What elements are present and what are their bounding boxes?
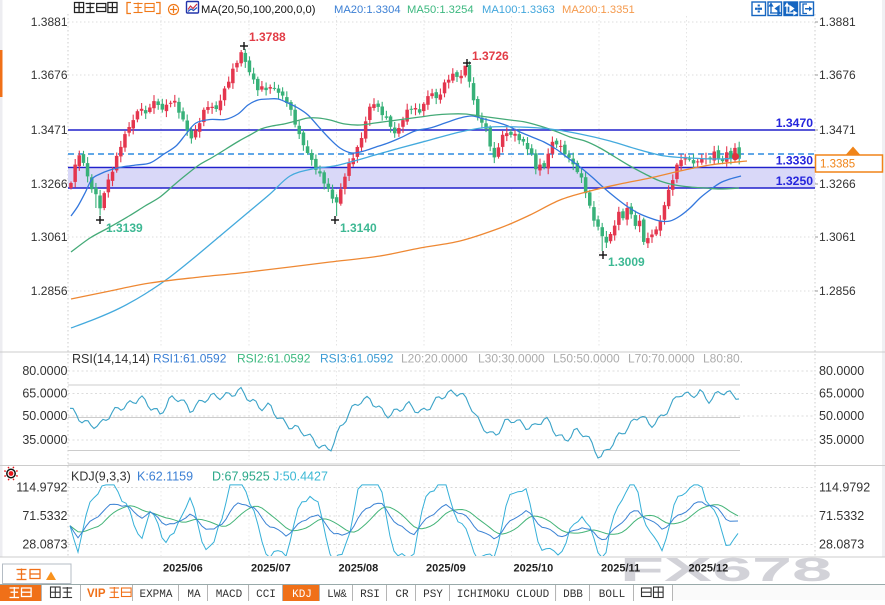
svg-text:KDJ(9,3,3): KDJ(9,3,3) — [71, 470, 131, 484]
svg-text:ICHIMOKU CLOUD: ICHIMOKU CLOUD — [457, 589, 550, 601]
svg-text:50.0000: 50.0000 — [819, 409, 864, 423]
svg-text:1.3330: 1.3330 — [776, 154, 813, 168]
svg-text:KDJ: KDJ — [292, 589, 312, 601]
svg-text:MA(20,50,100,200,0,0): MA(20,50,100,200,0,0) — [201, 4, 316, 16]
svg-text:114.9792: 114.9792 — [16, 481, 67, 495]
svg-text:MA50:1.3254: MA50:1.3254 — [407, 4, 474, 16]
svg-text:1.3266: 1.3266 — [819, 177, 856, 191]
svg-text:1.3676: 1.3676 — [819, 68, 856, 82]
svg-text:J:50.4427: J:50.4427 — [273, 470, 328, 484]
svg-text:2025/10: 2025/10 — [514, 563, 554, 575]
svg-text:VIP: VIP — [87, 588, 106, 600]
svg-text:1.3676: 1.3676 — [31, 68, 68, 82]
svg-text:MA: MA — [187, 589, 201, 601]
svg-text:RSI2:61.0592: RSI2:61.0592 — [237, 352, 311, 366]
svg-text:PSY: PSY — [423, 589, 443, 601]
svg-text:L80:80.: L80:80. — [703, 352, 743, 366]
svg-text:2025/11: 2025/11 — [601, 563, 640, 575]
svg-text:80.0000: 80.0000 — [819, 364, 864, 378]
svg-text:1.3266: 1.3266 — [31, 177, 68, 191]
svg-text:DBB: DBB — [563, 589, 583, 601]
svg-text:1.3470: 1.3470 — [776, 116, 813, 130]
svg-text:1.3471: 1.3471 — [819, 123, 856, 137]
svg-text:RSI(14,14,14): RSI(14,14,14) — [72, 352, 150, 366]
svg-text:1.3726: 1.3726 — [472, 49, 509, 63]
svg-text:1.3788: 1.3788 — [249, 30, 286, 44]
svg-text:BOLL: BOLL — [599, 589, 625, 601]
svg-text:RSI: RSI — [360, 589, 380, 601]
svg-text:CR: CR — [395, 589, 409, 601]
svg-text:1.3139: 1.3139 — [106, 221, 143, 235]
svg-text:1.3471: 1.3471 — [31, 123, 68, 137]
svg-text:28.0873: 28.0873 — [819, 538, 864, 552]
svg-text:1.3009: 1.3009 — [608, 255, 645, 269]
svg-text:L20:20.0000: L20:20.0000 — [401, 352, 468, 366]
svg-text:RSI3:61.0592: RSI3:61.0592 — [320, 352, 394, 366]
svg-text:71.5332: 71.5332 — [819, 509, 864, 523]
svg-text:50.0000: 50.0000 — [22, 409, 67, 423]
svg-text:114.9792: 114.9792 — [819, 481, 870, 495]
svg-text:FX678: FX678 — [620, 551, 832, 588]
svg-text:65.0000: 65.0000 — [819, 387, 864, 401]
svg-text:CCI: CCI — [256, 589, 276, 601]
svg-text:K:62.1159: K:62.1159 — [137, 470, 193, 484]
svg-text:L50:50.0000: L50:50.0000 — [553, 352, 620, 366]
svg-text:2025/06: 2025/06 — [163, 563, 203, 575]
svg-text:1.3061: 1.3061 — [819, 230, 856, 244]
svg-text:MA20:1.3304: MA20:1.3304 — [334, 4, 401, 16]
svg-text:80.0000: 80.0000 — [22, 364, 67, 378]
svg-text:2025/07: 2025/07 — [251, 563, 291, 575]
svg-text:MA200:1.3351: MA200:1.3351 — [562, 4, 635, 16]
svg-text:LW&: LW& — [327, 589, 347, 601]
svg-text:35.0000: 35.0000 — [22, 433, 67, 447]
svg-text:1.3385: 1.3385 — [820, 159, 855, 171]
svg-text:D:67.9525: D:67.9525 — [212, 470, 270, 484]
svg-text:L30:30.0000: L30:30.0000 — [478, 352, 545, 366]
svg-text:28.0873: 28.0873 — [22, 538, 67, 552]
svg-text:1.2856: 1.2856 — [31, 284, 68, 298]
svg-text:2025/09: 2025/09 — [426, 563, 466, 575]
svg-text:RSI1:61.0592: RSI1:61.0592 — [153, 352, 227, 366]
svg-text:L70:70.0000: L70:70.0000 — [628, 352, 695, 366]
svg-text:1.2856: 1.2856 — [819, 284, 856, 298]
svg-text:65.0000: 65.0000 — [22, 387, 67, 401]
svg-text:1.3881: 1.3881 — [819, 15, 856, 29]
svg-text:MA100:1.3363: MA100:1.3363 — [482, 4, 555, 16]
svg-text:EXPMA: EXPMA — [139, 589, 172, 601]
svg-text:2025/12: 2025/12 — [689, 563, 729, 575]
svg-text:MACD: MACD — [216, 589, 243, 601]
svg-text:1.3061: 1.3061 — [31, 230, 68, 244]
svg-text:71.5332: 71.5332 — [22, 509, 67, 523]
svg-text:35.0000: 35.0000 — [819, 433, 864, 447]
svg-text:1.3881: 1.3881 — [31, 15, 68, 29]
svg-text:1.3250: 1.3250 — [776, 174, 813, 188]
svg-text:2025/08: 2025/08 — [339, 563, 379, 575]
svg-text:1.3140: 1.3140 — [340, 221, 377, 235]
